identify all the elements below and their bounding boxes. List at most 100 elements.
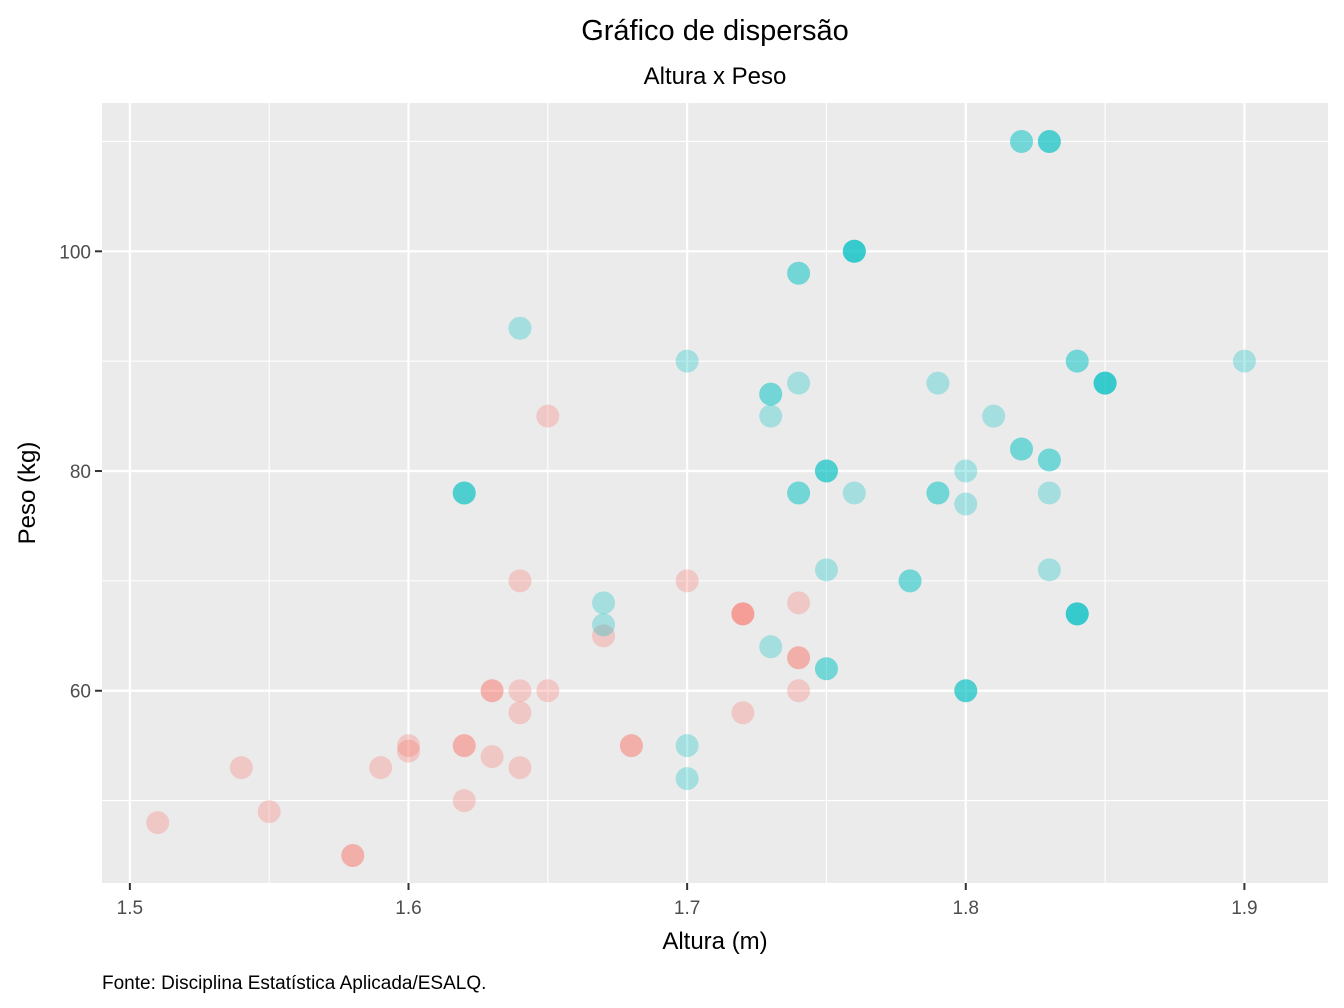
data-point: [787, 646, 811, 670]
data-point: [759, 404, 783, 428]
data-point: [592, 613, 616, 637]
data-point: [842, 239, 866, 263]
data-point: [1037, 129, 1061, 153]
data-point: [1010, 129, 1033, 153]
data-point: [508, 701, 532, 725]
x-tick-label: 1.5: [117, 898, 143, 919]
data-point: [592, 591, 616, 615]
data-point: [731, 602, 755, 626]
data-point: [1065, 349, 1089, 373]
data-point: [814, 558, 838, 582]
data-point: [954, 679, 978, 703]
data-point: [536, 404, 560, 428]
data-point: [814, 657, 838, 681]
data-point: [842, 481, 866, 505]
data-point: [452, 481, 476, 505]
data-point: [675, 349, 699, 373]
y-axis-title: Peso (kg): [14, 442, 41, 545]
data-point: [759, 382, 783, 406]
data-point: [759, 635, 783, 659]
data-point: [341, 844, 365, 868]
data-point: [508, 316, 532, 340]
major-gridlines: [102, 103, 1328, 883]
data-point: [1037, 448, 1061, 472]
data-point: [1010, 437, 1033, 461]
data-point: [842, 239, 866, 263]
data-point: [592, 624, 616, 648]
data-point: [1093, 371, 1117, 395]
data-point: [926, 481, 950, 505]
data-point: [787, 261, 811, 285]
data-point: [619, 734, 643, 758]
data-point: [480, 745, 504, 769]
data-point: [787, 591, 811, 615]
data-point: [814, 459, 838, 483]
x-tick-label: 1.9: [1231, 898, 1257, 919]
data-point: [1065, 602, 1089, 626]
data-point: [1037, 481, 1061, 505]
data-point: [1010, 129, 1033, 153]
data-point: [1093, 371, 1117, 395]
data-point: [257, 800, 281, 824]
x-axis-title: Altura (m): [662, 928, 767, 955]
data-point: [397, 739, 420, 763]
y-tick-label: 80: [70, 462, 91, 483]
x-tick-label: 1.7: [674, 898, 700, 919]
data-point: [954, 492, 978, 516]
data-point: [787, 481, 811, 505]
data-point: [787, 481, 811, 505]
chart-subtitle: Altura x Peso: [644, 63, 787, 90]
data-point: [1037, 558, 1061, 582]
data-point: [508, 569, 532, 593]
data-point: [1065, 602, 1089, 626]
data-point: [480, 679, 504, 703]
data-point: [341, 844, 365, 868]
data-point: [452, 734, 476, 758]
data-point: [814, 459, 838, 483]
y-tick-label: 100: [59, 242, 91, 263]
data-point: [619, 734, 643, 758]
data-point: [397, 734, 420, 758]
data-point: [369, 756, 393, 780]
data-point: [1037, 129, 1061, 153]
chart-title: Gráfico de dispersão: [581, 15, 849, 47]
data-point: [954, 459, 978, 483]
minor-gridlines: [102, 103, 1328, 883]
data-point: [1065, 602, 1089, 626]
x-tick-label: 1.8: [953, 898, 979, 919]
data-point: [1232, 349, 1256, 373]
plot-panel: [102, 103, 1328, 883]
data-point: [842, 239, 866, 263]
x-tick-label: 1.6: [395, 898, 421, 919]
data-point: [1037, 448, 1061, 472]
data-point: [675, 734, 699, 758]
data-point: [1065, 602, 1089, 626]
data-point: [954, 679, 978, 703]
data-point: [898, 569, 922, 593]
data-point: [1065, 349, 1089, 373]
data-point: [508, 756, 532, 780]
data-point: [731, 602, 755, 626]
data-point: [787, 261, 811, 285]
y-axis: 60 80 100: [59, 242, 102, 703]
data-point: [1093, 371, 1117, 395]
data-point: [508, 679, 532, 703]
data-point: [452, 481, 476, 505]
data-point: [898, 569, 922, 593]
data-point: [1010, 437, 1033, 461]
data-point: [536, 679, 560, 703]
data-point: [842, 239, 866, 263]
x-axis: 1.5 1.6 1.7 1.8 1.9: [117, 883, 1258, 919]
y-tick-label: 60: [70, 682, 91, 703]
data-point: [229, 756, 253, 780]
data-point: [452, 481, 476, 505]
data-point: [926, 481, 950, 505]
data-point: [982, 404, 1006, 428]
data-point: [1093, 371, 1117, 395]
data-point: [146, 811, 170, 835]
data-point: [954, 679, 978, 703]
data-point: [787, 679, 811, 703]
data-point: [814, 459, 838, 483]
data-point: [675, 767, 699, 791]
